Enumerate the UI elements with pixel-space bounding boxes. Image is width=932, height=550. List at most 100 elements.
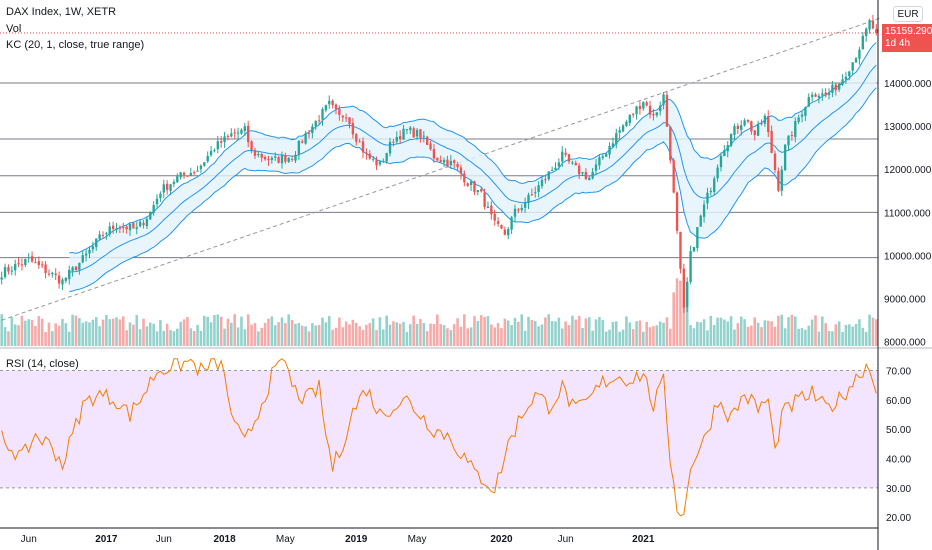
volume-bar [564,321,567,346]
volume-bar [780,314,784,346]
candle-body [122,227,125,229]
candle-body [500,225,503,229]
candle-body [388,141,392,154]
candle-body [615,133,618,145]
candle-body [294,154,297,161]
candle-body [64,277,68,281]
volume-bar [631,329,635,346]
volume-legend[interactable]: Vol [6,23,22,35]
volume-bar [554,321,557,346]
volume-bar [270,316,274,346]
candle-body [729,133,733,146]
volume-bar [500,328,503,346]
volume-bar [27,319,30,346]
volume-bar [209,322,213,346]
volume-bar [665,317,669,346]
candle-body [662,94,665,105]
candle-body [486,206,490,208]
candle-body [223,136,226,143]
candle-body [841,79,844,85]
candle-body [672,160,675,193]
volume-bar [263,322,267,346]
volume-bar [506,320,510,346]
candle-body [74,266,78,271]
candle-body [770,130,773,153]
candle-body [321,109,324,120]
candle-body [790,135,794,137]
candle-body [577,165,581,175]
volume-bar [729,316,733,346]
candle-body [196,170,199,172]
volume-bar [385,315,388,346]
volume-bar [71,314,74,346]
volume-bar [0,314,3,346]
keltner-legend[interactable]: KC (20, 1, close, true range) [6,39,145,51]
candle-body [564,152,567,155]
volume-bar [490,324,493,346]
price-tick-label: 13000.000 [884,122,932,133]
candle-body [446,159,449,167]
volume-bar [405,331,409,346]
volume-bar [115,317,118,346]
price-tick-label: 11000.000 [884,208,931,219]
rsi-line [1,358,877,517]
time-tick-label: 2018 [213,534,236,545]
volume-bar [412,315,415,346]
candle-body [439,160,442,162]
volume-bar [10,317,14,346]
volume-bar [523,330,527,346]
volume-bar [449,330,453,346]
candle-body [10,270,14,272]
candle-body [598,157,601,166]
candle-body [767,116,770,133]
rsi-legend[interactable]: RSI (14, close) [6,358,79,370]
candle-body [378,161,382,165]
candle-body [848,71,851,77]
volume-bar [88,322,91,346]
volume-bar [807,325,811,346]
candle-body [328,100,331,105]
volume-bar [314,325,318,346]
volume-bar [858,319,861,346]
candle-body [810,94,814,98]
volume-bar [672,292,675,346]
candle-body [537,185,540,193]
volume-bar [365,324,368,346]
candle-body [84,253,88,256]
candle-body [98,234,101,240]
candle-body [442,159,446,163]
candle-body [831,84,834,93]
currency-button[interactable]: EUR [893,6,923,22]
volume-bar [864,331,868,346]
candle-body [277,157,280,163]
candle-body [220,141,223,143]
volume-bar [354,322,358,346]
volume-bar [138,329,142,346]
candle-body [733,126,736,135]
volume-bar [311,323,314,346]
candle-body [24,258,27,265]
candle-body [463,173,466,183]
candle-body [297,140,301,156]
candle-body [311,126,314,134]
volume-bar [544,317,547,346]
volume-bar [199,330,203,346]
candle-body [530,194,534,196]
volume-bar [159,320,162,346]
candle-body [7,267,10,272]
volume-bar [40,318,44,346]
candle-body [584,171,588,180]
volume-bar [37,315,41,346]
time-tick-label: May [408,534,427,545]
volume-bar [388,324,392,346]
keltner-basis [69,64,877,273]
volume-bar [260,327,263,346]
chart-title: DAX Index, 1W, XETR [6,6,117,18]
candle-body [382,160,385,162]
candle-body [324,105,328,111]
volume-bar [294,323,297,346]
volume-bar [817,331,821,346]
candle-body [17,263,20,265]
volume-bar [246,314,250,346]
